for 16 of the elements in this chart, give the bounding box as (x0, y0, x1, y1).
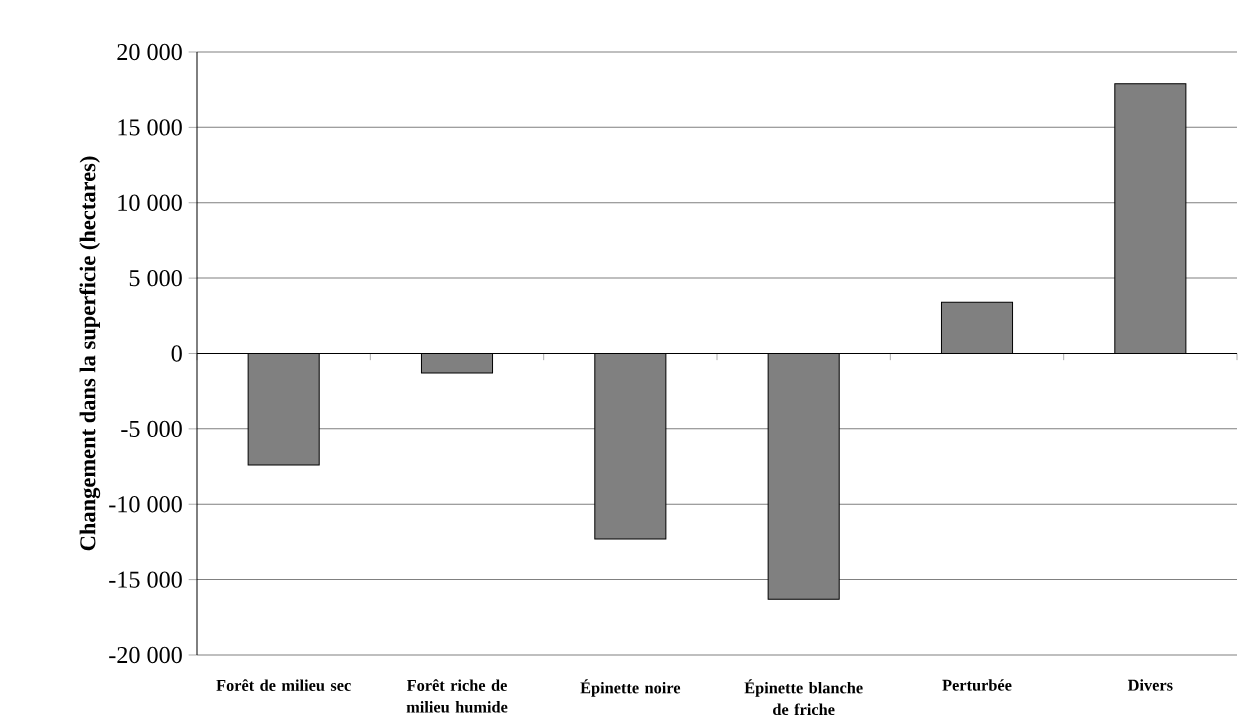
y-tick-label: 0 (171, 345, 182, 362)
x-tick-label: Forêt riche de milieu humide (406, 679, 508, 713)
y-tick-label: 20 000 (117, 44, 182, 61)
x-tick-label: Forêt de milieu sec (216, 679, 351, 692)
y-tick-label: -10 000 (109, 496, 182, 513)
x-tick-label: Perturbée (942, 679, 1012, 691)
x-tick-label: Épinette noire (580, 679, 681, 697)
x-tick-label: Divers (1127, 679, 1173, 691)
y-axis-title: Changement dans la superficie (hectares) (79, 156, 101, 551)
x-tick-label: Épinette blanche de friche (744, 679, 863, 716)
y-tick-label: -15 000 (109, 571, 182, 588)
y-tick-label: 5 000 (129, 270, 182, 287)
y-tick-label: -5 000 (121, 420, 182, 438)
y-tick-label: 15 000 (118, 119, 182, 136)
y-tick-label: -20 000 (109, 647, 182, 664)
y-tick-label: 10 000 (118, 194, 182, 212)
